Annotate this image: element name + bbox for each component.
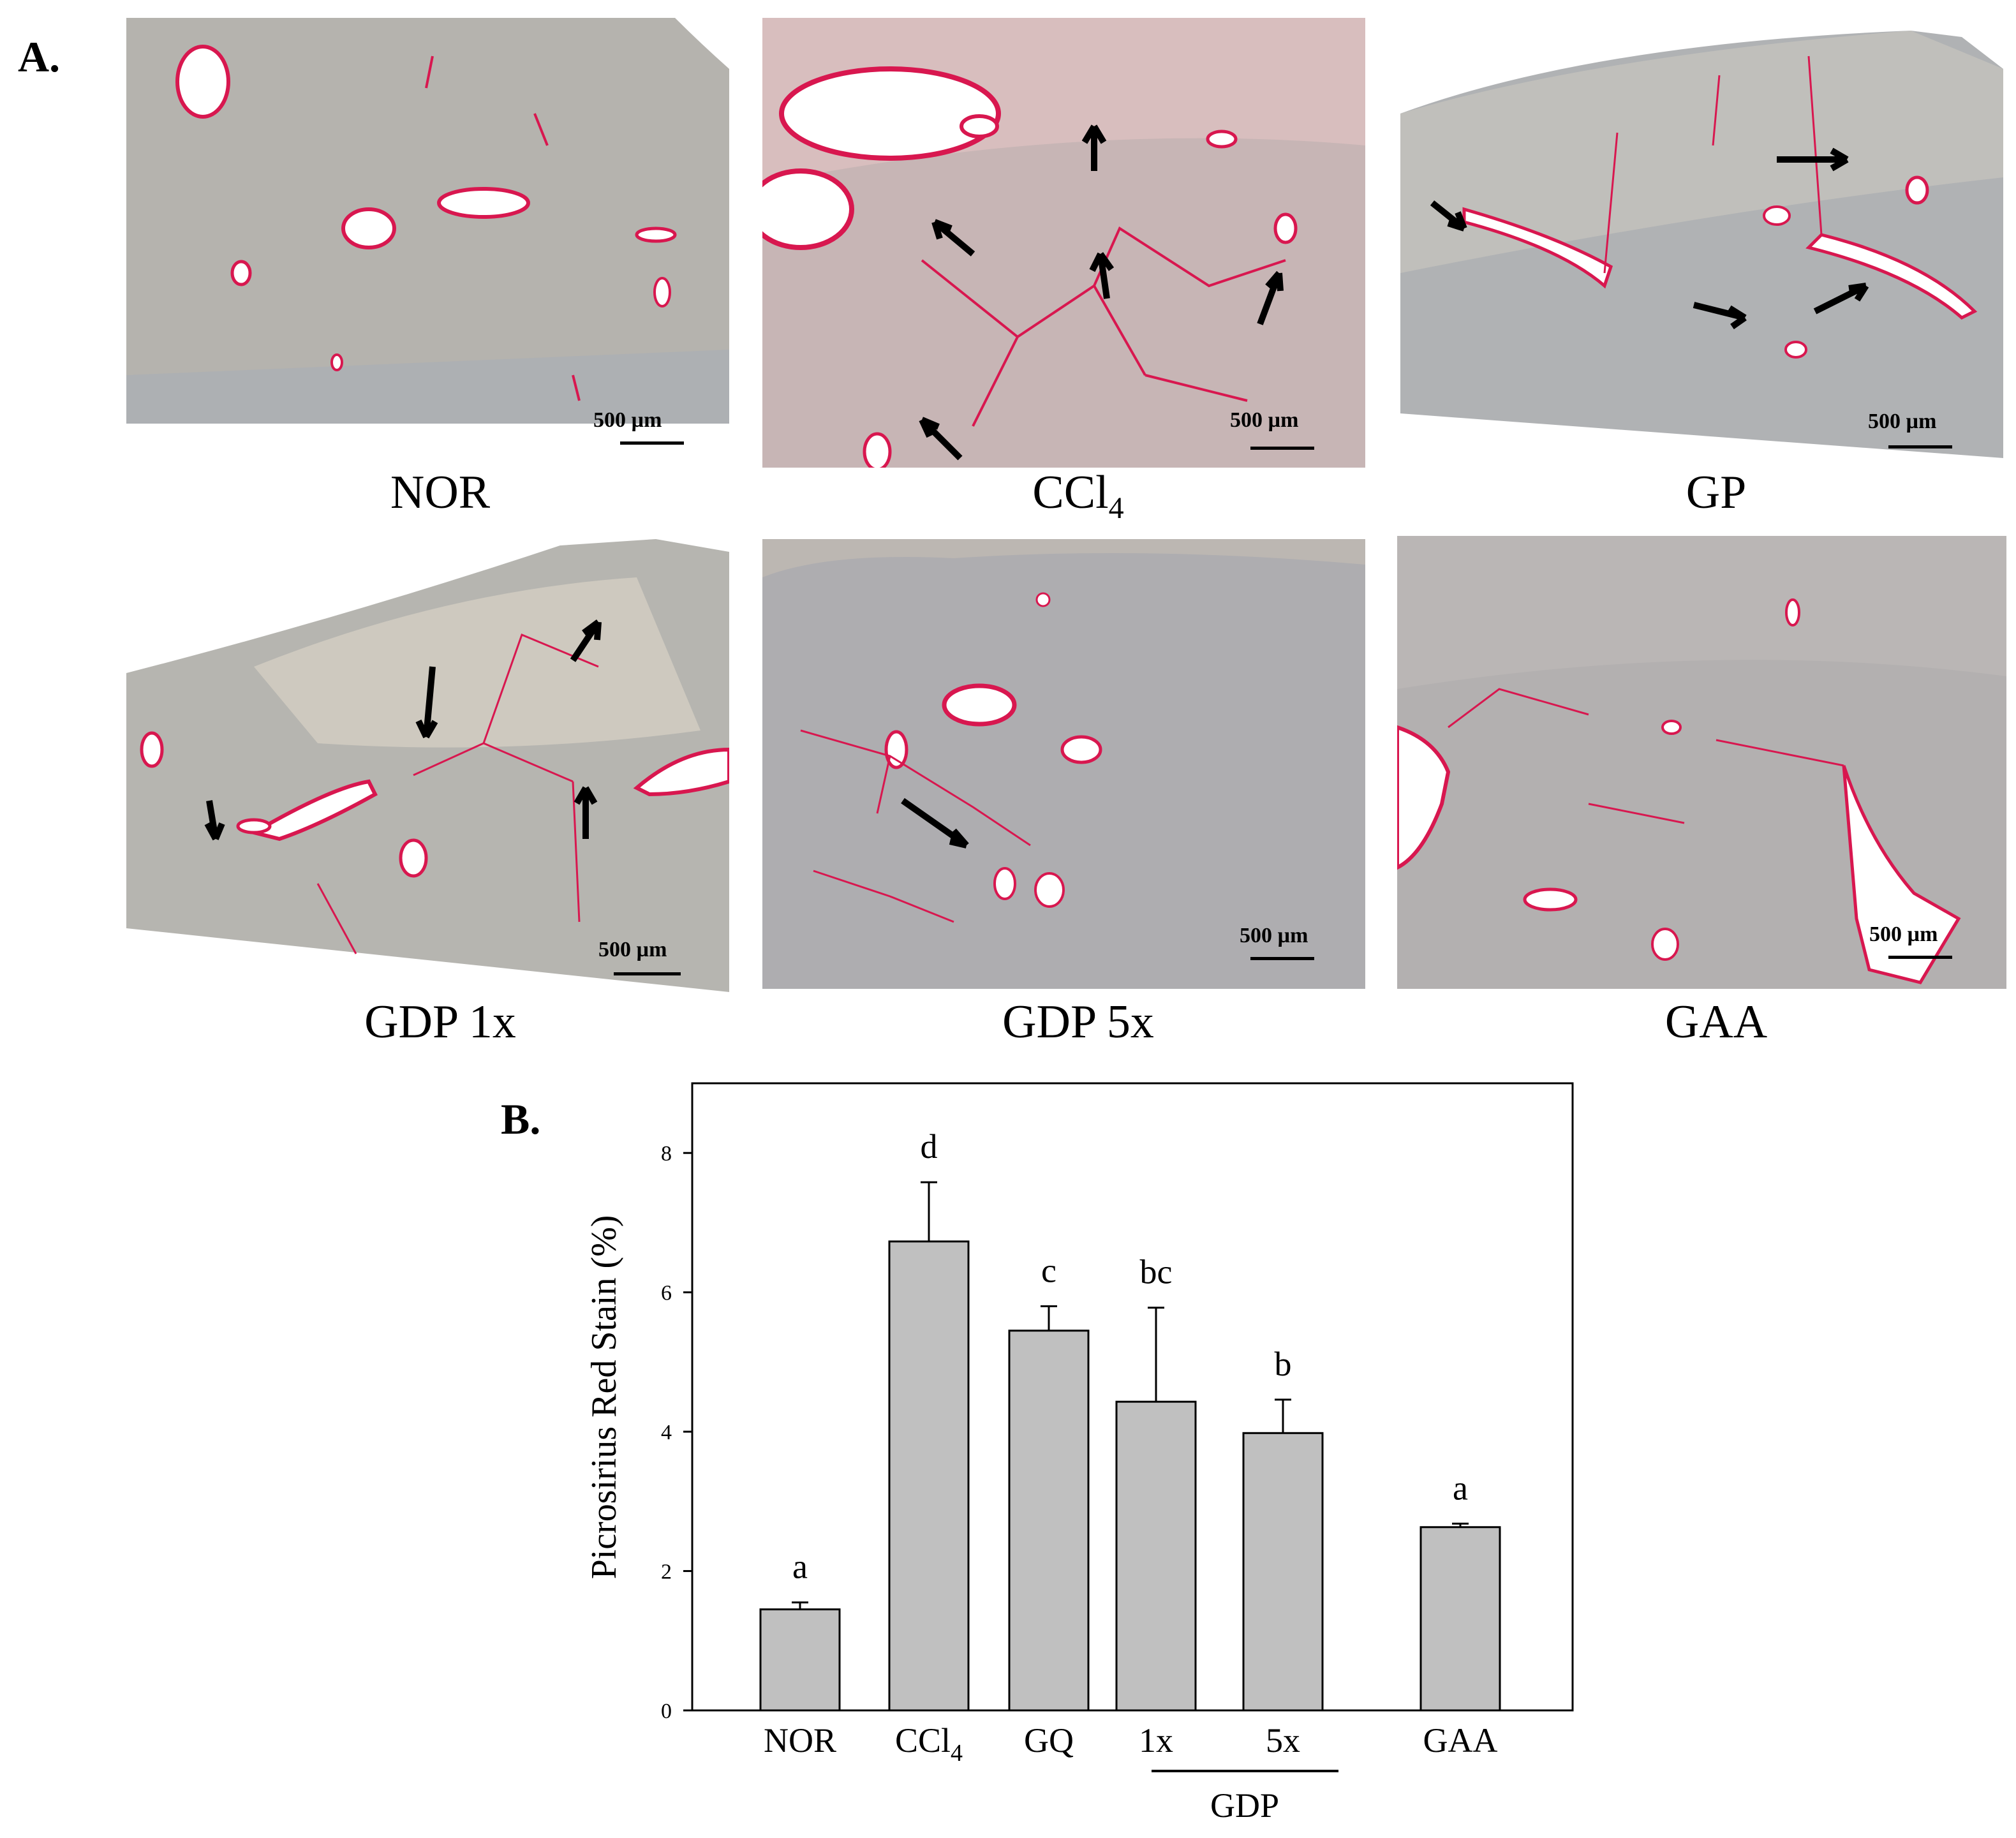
significance-letter: a (792, 1548, 808, 1586)
y-tick-label: 4 (661, 1421, 672, 1444)
x-tick-label: GAA (1423, 1721, 1498, 1760)
micrograph-gaa (1397, 536, 2006, 989)
micrograph-nor (126, 18, 729, 424)
bar-5x (1242, 1432, 1324, 1712)
bar-gaa (1419, 1526, 1501, 1712)
y-tick-label: 6 (661, 1282, 672, 1305)
micrograph-gdp-1x (126, 539, 729, 992)
significance-letter: a (1453, 1469, 1468, 1507)
scale-bar-ccl4 (1250, 447, 1314, 450)
scale-label-gaa: 500 µm (1869, 923, 1938, 946)
y-tick-label: 2 (661, 1560, 672, 1584)
x-tick-label: 1x (1139, 1721, 1173, 1760)
y-tick-label: 0 (661, 1700, 672, 1723)
caption-gdp-5x: GDP 5x (1002, 996, 1154, 1048)
caption-gp: GP (1686, 466, 1747, 519)
panel-a-label: A. (18, 33, 61, 81)
x-labels: NOR CCl4 GQ 1x 5x GAA (764, 1721, 1498, 1767)
y-axis-label: Picrosirius Red Stain (%) (584, 1215, 624, 1580)
panel-b-label: B. (501, 1095, 541, 1143)
scale-bar-nor (620, 441, 684, 445)
scale-bar-gdp-5x (1250, 957, 1314, 960)
caption-gdp-1x: GDP 1x (364, 996, 516, 1048)
x-tick-label: GQ (1024, 1721, 1074, 1760)
caption-ccl4: CCl4 (1032, 466, 1124, 525)
bar-nor (759, 1608, 841, 1712)
x-tick-label: NOR (764, 1721, 836, 1760)
micrograph-ccl4 (762, 18, 1365, 468)
significance-letter: bc (1140, 1253, 1173, 1291)
scale-bar-gp (1888, 445, 1952, 448)
micrograph-gdp-5x (762, 539, 1365, 989)
scale-label-ccl4: 500 µm (1230, 408, 1299, 432)
scale-label-nor: 500 µm (593, 408, 662, 432)
scale-bar-gdp-1x (614, 972, 681, 975)
micrograph-gp (1400, 18, 2003, 468)
bar-1x (1115, 1400, 1197, 1712)
bar-ccl4 (888, 1240, 970, 1712)
scale-bar-gaa (1888, 956, 1952, 959)
significance-letter: d (921, 1127, 938, 1166)
significance-letter: c (1041, 1252, 1056, 1290)
y-ticks: 0 2 4 6 8 (661, 1142, 692, 1723)
y-tick-label: 8 (661, 1142, 672, 1166)
bar-gq (1008, 1330, 1090, 1712)
gdp-group-label: GDP (1210, 1786, 1279, 1825)
scale-label-gdp-1x: 500 µm (598, 938, 667, 961)
significance-letter: b (1275, 1345, 1292, 1383)
caption-gaa: GAA (1664, 996, 1768, 1048)
caption-nor: NOR (390, 466, 491, 519)
bars: a d c bc b a (759, 1127, 1501, 1712)
x-tick-label: CCl4 (895, 1721, 963, 1767)
x-tick-label: 5x (1266, 1721, 1300, 1760)
scale-label-gp: 500 µm (1868, 410, 1937, 433)
scale-label-gdp-5x: 500 µm (1240, 924, 1308, 947)
